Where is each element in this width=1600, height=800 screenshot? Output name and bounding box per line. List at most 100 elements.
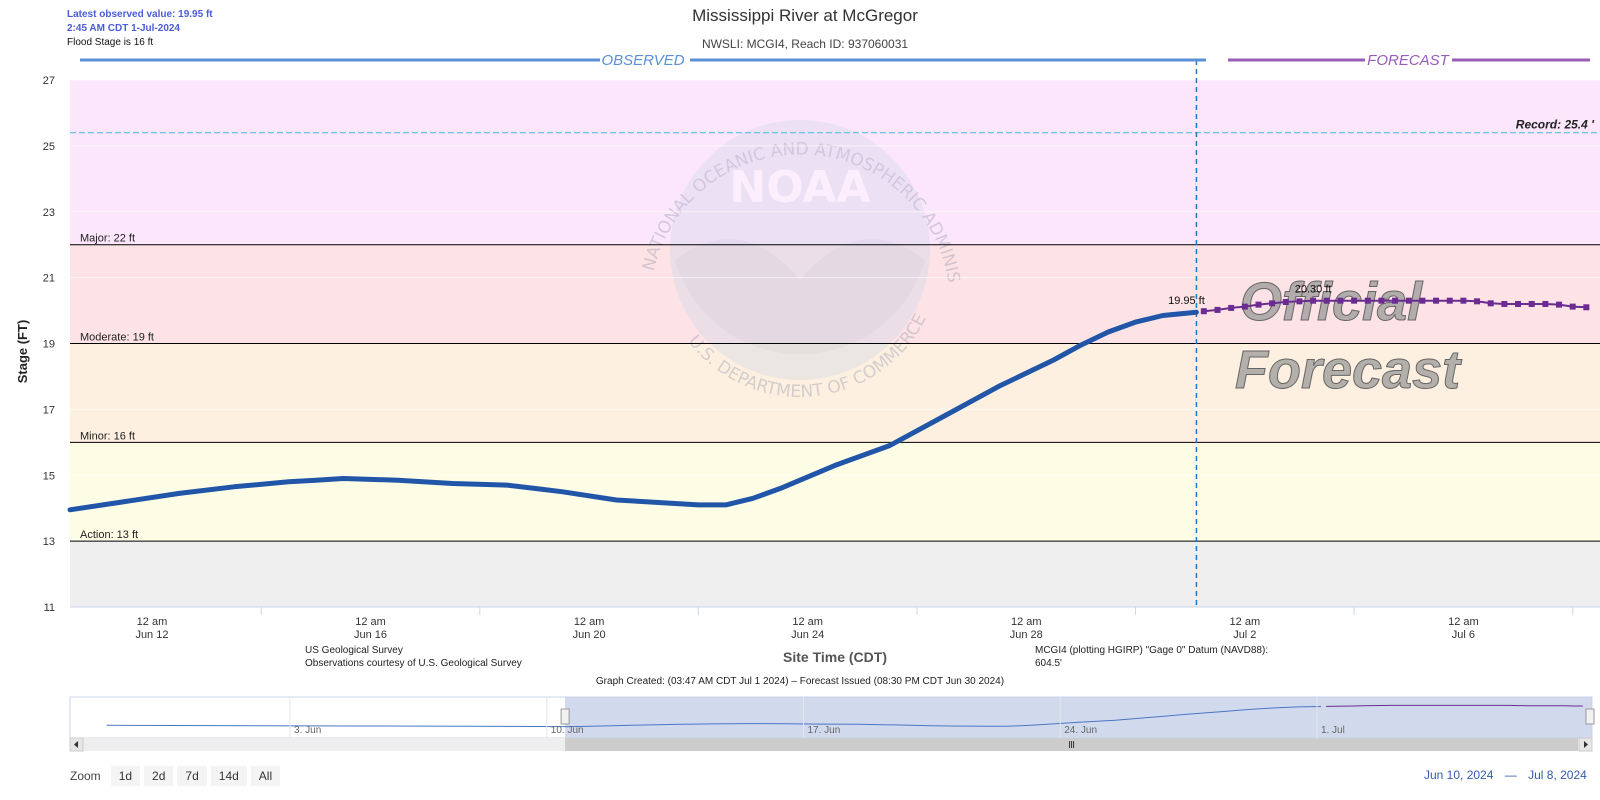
- forecast-point: [1528, 300, 1535, 307]
- credit-observations: Observations courtesy of U.S. Geological…: [305, 658, 522, 669]
- x-tick-label-time: 12 am: [1011, 616, 1042, 628]
- scroll-left-arrow-icon: [74, 741, 78, 748]
- navigator-left-handle[interactable]: [560, 708, 570, 725]
- y-axis: 11 13 15 17 19 21 23 25 27 Stage (FT): [15, 75, 55, 614]
- forecast-peak-label: 20.30 ft: [1295, 284, 1332, 296]
- forecast-point: [1337, 297, 1344, 304]
- forecast-point: [1241, 303, 1248, 310]
- navigator-date-label: 17. Jun: [807, 725, 840, 736]
- graph-created-note: Graph Created: (03:47 AM CDT Jul 1 2024)…: [595, 676, 1005, 687]
- noaa-wordmark: NOAA: [729, 162, 870, 213]
- forecast-point: [1323, 297, 1330, 304]
- range-to[interactable]: Jul 8, 2024: [1528, 768, 1587, 782]
- forecast-point: [1419, 297, 1426, 304]
- forecast-point: [1446, 297, 1453, 304]
- y-tick-label: 15: [43, 470, 55, 482]
- forecast-point: [1542, 300, 1549, 307]
- navigator-selection: [565, 697, 1593, 738]
- forecast-point: [1310, 297, 1317, 304]
- x-tick-label-date: Jun 16: [354, 629, 387, 641]
- flood-stage-note: Flood Stage is 16 ft: [67, 37, 154, 48]
- x-tick-label-date: Jul 6: [1452, 629, 1475, 641]
- navigator-date-label: 24. Jun: [1064, 725, 1097, 736]
- datum-note: MCGI4 (plotting HGIRP) "Gage 0" Datum (N…: [1035, 645, 1269, 669]
- observed-header: OBSERVED: [601, 52, 684, 69]
- range-from[interactable]: Jun 10, 2024: [1424, 768, 1494, 782]
- navigator-forecast-line: [1326, 704, 1583, 707]
- series-layer: 19.95 ft 20.30 ft: [67, 60, 1590, 607]
- forecast-point: [1405, 297, 1412, 304]
- x-tick-label-date: Jun 24: [791, 629, 824, 641]
- record-label: Record: 25.4 ': [1516, 118, 1595, 132]
- y-tick-label: 27: [43, 75, 55, 87]
- y-tick-label: 17: [43, 404, 55, 416]
- navigator-right-handle[interactable]: [1585, 708, 1595, 725]
- threshold-label-minor: Minor: 16 ft: [80, 430, 135, 442]
- forecast-point: [1583, 304, 1590, 311]
- x-tick-label-date: Jul 2: [1233, 629, 1256, 641]
- x-tick-label-time: 12 am: [137, 616, 168, 628]
- forecast-point: [1433, 297, 1440, 304]
- observed-end-label: 19.95 ft: [1168, 295, 1205, 307]
- forecast-point: [1556, 301, 1563, 308]
- forecast-point: [1569, 303, 1576, 310]
- forecast-point: [1228, 304, 1235, 311]
- y-tick-label: 11: [44, 602, 55, 614]
- x-tick-label-date: Jun 12: [135, 629, 168, 641]
- x-axis-title: Site Time (CDT): [783, 649, 887, 665]
- forecast-point: [1392, 297, 1399, 304]
- navigator-date-label: 3. Jun: [294, 725, 321, 736]
- section-headers: OBSERVED FORECAST: [80, 52, 1590, 69]
- zoom-2d-button[interactable]: 2d: [144, 766, 174, 786]
- credit-agency: US Geological Survey: [305, 645, 403, 656]
- action-band: [70, 442, 1600, 542]
- zoom-1d-button[interactable]: 1d: [110, 766, 141, 786]
- navigator-date-label: 1. Jul: [1321, 725, 1345, 736]
- latest-observed-box: Latest observed value: 19.95 ft 2:45 AM …: [67, 8, 213, 50]
- forecast-point: [1364, 297, 1371, 304]
- x-tick-label-date: Jun 20: [573, 629, 606, 641]
- chart-subtitle: NWSLI: MCGI4, Reach ID: 937060031: [701, 37, 909, 51]
- x-tick-label-time: 12 am: [355, 616, 386, 628]
- below-action-band: [70, 541, 1600, 607]
- forecast-point: [1501, 300, 1508, 307]
- forecast-point: [1351, 297, 1358, 304]
- x-tick-label-time: 12 am: [574, 616, 605, 628]
- threshold-label-action: Action: 13 ft: [80, 529, 138, 541]
- noaa-disc: [670, 120, 930, 380]
- forecast-point: [1269, 300, 1276, 307]
- forecast-point: [1378, 297, 1385, 304]
- minor-band: [70, 343, 1600, 443]
- forecast-point: [1255, 301, 1262, 308]
- observed-series-line: [67, 309, 1199, 513]
- latest-observed-time: 2:45 AM CDT 1-Jul-2024: [67, 23, 180, 34]
- forecast-header: FORECAST: [1367, 52, 1451, 69]
- threshold-lines: Major: 22 ft Moderate: 19 ft Minor: 16 ft A…: [70, 118, 1600, 542]
- date-range-display: Jun 10, 2024 — Jul 8, 2024: [1420, 768, 1591, 782]
- y-tick-label: 19: [43, 339, 55, 351]
- chart-title: Mississippi River at McGregor: [692, 6, 918, 25]
- zoom-7d-button[interactable]: 7d: [177, 766, 207, 786]
- y-tick-label: 25: [43, 141, 55, 153]
- y-axis-title: Stage (FT): [15, 320, 30, 384]
- y-tick-label: 13: [43, 536, 55, 548]
- x-tick-label-date: Jun 28: [1010, 629, 1043, 641]
- navigator-observed-line: [106, 706, 1322, 728]
- y-tick-label: 23: [43, 207, 55, 219]
- navigator-layer: 3. Jun 10. Jun 17. Jun 24. Jun 1. Jul: [69, 696, 1595, 752]
- moderate-band: [70, 244, 1600, 344]
- forecast-point: [1474, 298, 1481, 305]
- zoom-bar: Zoom 1d 2d 7d 14d All: [70, 766, 281, 786]
- latest-observed-value: Latest observed value: 19.95 ft: [67, 9, 213, 20]
- forecast-point: [1282, 298, 1289, 305]
- zoom-14d-button[interactable]: 14d: [210, 766, 247, 786]
- x-tick-label-time: 12 am: [792, 616, 823, 628]
- scroll-right-arrow-icon: [1584, 741, 1588, 748]
- noaa-bird-shape: [675, 239, 925, 355]
- forecast-point: [1214, 306, 1221, 313]
- zoom-all-button[interactable]: All: [250, 766, 281, 786]
- range-separator: —: [1504, 768, 1517, 782]
- x-tick-label-time: 12 am: [1448, 616, 1479, 628]
- navigator-date-label: 10. Jun: [551, 725, 584, 736]
